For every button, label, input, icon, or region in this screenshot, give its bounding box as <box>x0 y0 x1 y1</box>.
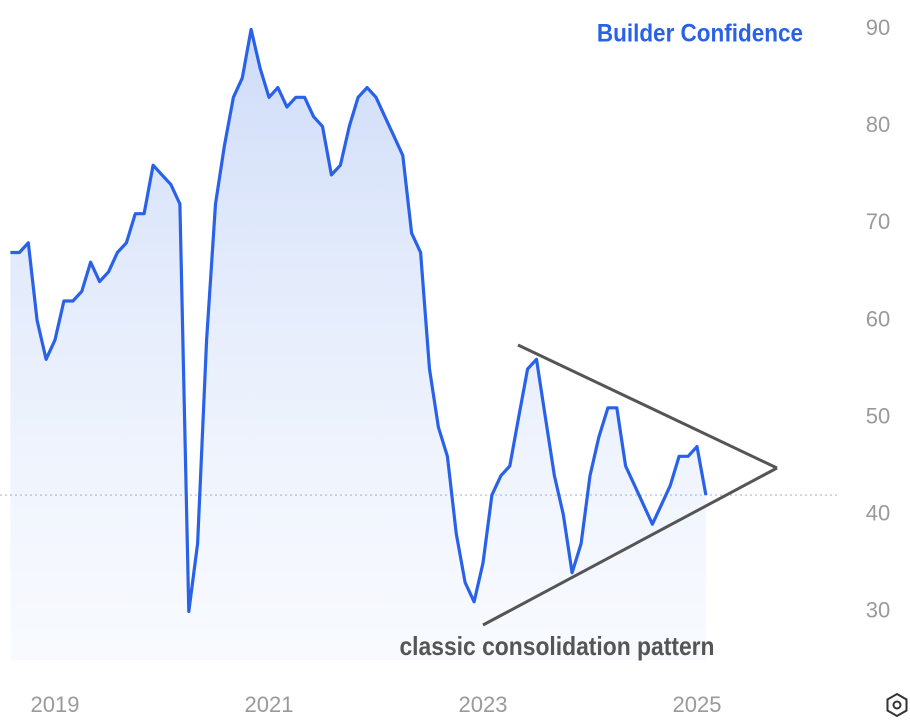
trend-line-upper <box>517 343 778 470</box>
plot-area: 30 40 50 60 70 80 90 2019 2021 2023 2025 <box>0 15 890 717</box>
trend-line-lower <box>482 466 778 627</box>
y-tick-label: 80 <box>866 112 890 137</box>
x-tick-label: 2019 <box>31 692 80 717</box>
y-tick-label: 50 <box>866 403 890 428</box>
x-tick-label: 2025 <box>673 692 722 717</box>
x-tick-label: 2021 <box>245 692 294 717</box>
y-tick-label: 30 <box>866 597 890 622</box>
y-tick-label: 60 <box>866 306 890 331</box>
y-tick-label: 90 <box>866 15 890 40</box>
y-tick-label: 40 <box>866 500 890 525</box>
y-tick-label: 70 <box>866 209 890 234</box>
settings-icon[interactable] <box>886 692 908 718</box>
series-label: Builder Confidence <box>597 20 803 48</box>
area-fill <box>10 29 706 660</box>
line <box>10 27 708 614</box>
annotation: classic consolidation pattern <box>399 633 714 662</box>
x-tick-label: 2023 <box>459 692 508 717</box>
